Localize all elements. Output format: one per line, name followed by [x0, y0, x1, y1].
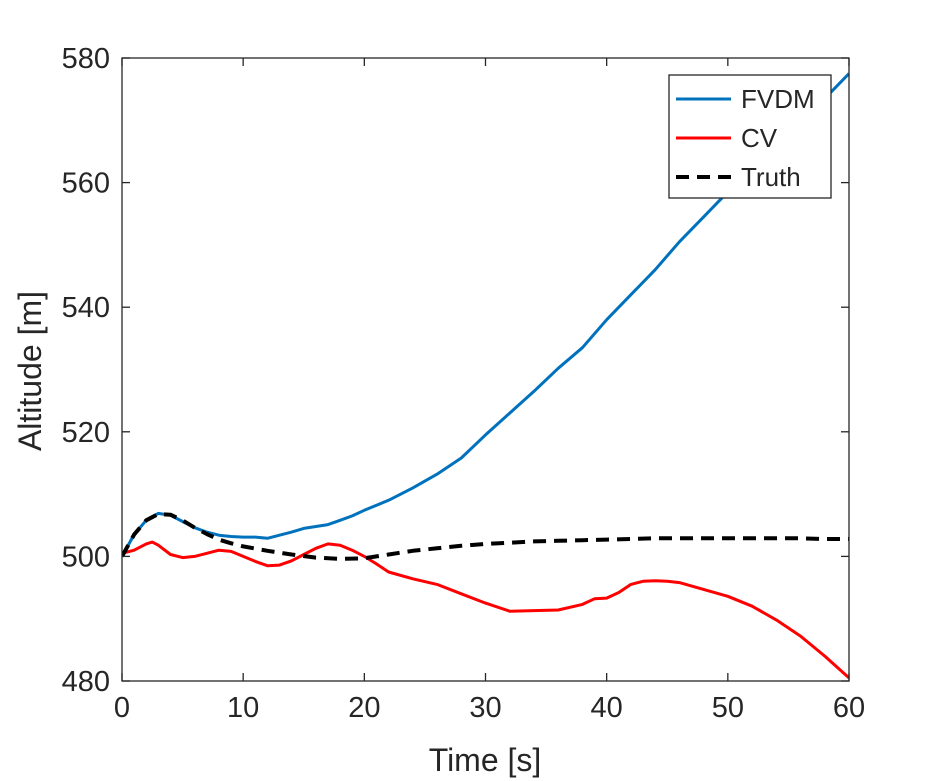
y-tick-label: 480	[62, 666, 110, 698]
legend-label-fvdm: FVDM	[741, 84, 815, 114]
series-lines	[122, 72, 849, 680]
x-tick-label: 0	[114, 692, 130, 724]
axis-ticks: 0 10 20 30 40 50 60 480 500 520 540 560 580	[62, 43, 866, 724]
x-tick-label: 10	[227, 692, 259, 724]
x-tick-label: 40	[591, 692, 623, 724]
legend-label-cv: CV	[741, 123, 778, 153]
x-tick-label: 60	[833, 692, 865, 724]
y-axis-label: Altitude [m]	[12, 291, 48, 451]
series-line-cv	[122, 540, 849, 680]
x-axis-label: Time [s]	[429, 742, 542, 778]
x-tick-label: 50	[712, 692, 744, 724]
y-tick-label: 580	[62, 43, 110, 75]
legend: FVDM CV Truth	[668, 74, 832, 199]
y-tick-label: 560	[62, 168, 110, 200]
x-tick-label: 30	[469, 692, 501, 724]
y-tick-label: 520	[62, 417, 110, 449]
legend-label-truth: Truth	[741, 162, 801, 192]
x-tick-label: 20	[348, 692, 380, 724]
y-tick-label: 540	[62, 292, 110, 324]
y-tick-label: 500	[62, 541, 110, 573]
series-line-truth	[122, 512, 849, 561]
